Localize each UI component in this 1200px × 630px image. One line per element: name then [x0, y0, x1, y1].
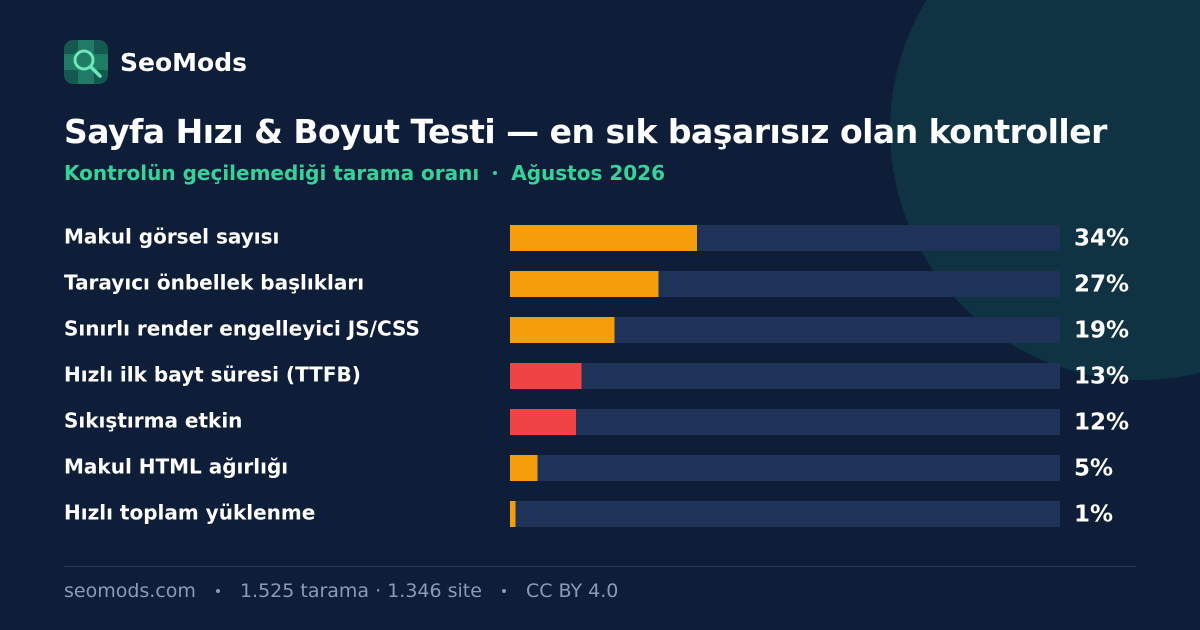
logo [64, 40, 108, 84]
subtitle: Kontrolün geçilemediği tarama oranı [64, 161, 480, 185]
value-label: 5% [1074, 456, 1113, 482]
value-label: 1% [1074, 502, 1113, 528]
footer-text: seomods.com [64, 580, 196, 602]
bar-track [510, 455, 1060, 481]
bar [510, 363, 582, 389]
bar [510, 225, 697, 251]
chart-title: Sayfa Hızı & Boyut Testi — en sık başarı… [64, 112, 1107, 151]
footer-text: 1.525 tarama · 1.346 site [239, 580, 482, 602]
bar [510, 455, 538, 481]
category-label: Hızlı toplam yüklenme [64, 501, 315, 525]
footer-text: CC BY 4.0 [525, 580, 619, 602]
value-label: 13% [1074, 364, 1129, 390]
bar [510, 501, 516, 527]
category-label: Tarayıcı önbellek başlıkları [64, 271, 364, 295]
bar-track [510, 501, 1060, 527]
category-label: Sınırlı render engelleyici JS/CSS [64, 317, 420, 341]
category-label: Makul HTML ağırlığı [64, 455, 288, 479]
value-label: 12% [1074, 410, 1129, 436]
date: Ağustos 2026 [511, 161, 665, 185]
value-label: 27% [1074, 272, 1129, 298]
bar-track [510, 363, 1060, 389]
bar [510, 271, 659, 297]
separator [215, 589, 220, 593]
value-label: 34% [1074, 226, 1129, 252]
bar [510, 317, 615, 343]
footer-rule [64, 566, 1136, 567]
bar-track [510, 409, 1060, 435]
category-label: Makul görsel sayısı [64, 225, 279, 249]
footer: seomods.com 1.525 tarama · 1.346 site CC B… [64, 580, 618, 602]
bar [510, 409, 576, 435]
separator [501, 589, 506, 593]
category-label: Sıkıştırma etkin [64, 409, 242, 433]
separator [493, 171, 498, 175]
value-label: 19% [1074, 318, 1129, 344]
category-label: Hızlı ilk bayt süresi (TTFB) [64, 363, 361, 387]
brand: SeoMods [120, 48, 247, 77]
subtitle-row: Kontrolün geçilemediği tarama oranı Ağus… [64, 161, 665, 185]
